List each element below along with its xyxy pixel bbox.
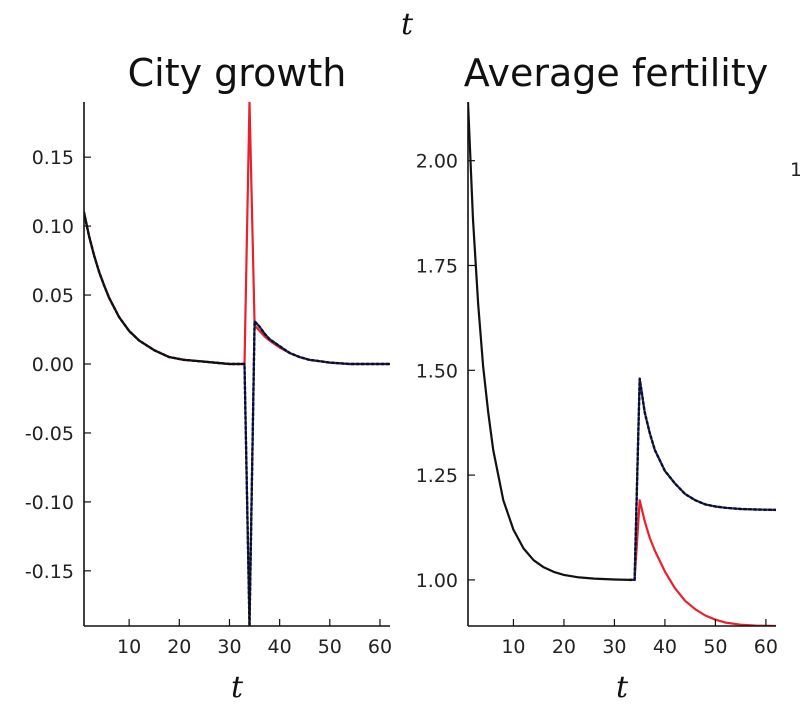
average-fertility-x-tick-label: 30 [602, 636, 626, 658]
city-growth-panel: City growth t 10 20 30 40 50 60 -0.15 -0.10 -0.0… [25, 51, 392, 705]
average-fertility-y-tick-label: 1.00 [416, 570, 458, 592]
average-fertility-x-tick-label: 20 [552, 636, 576, 658]
average-fertility-series-line-0 [628, 499, 776, 626]
city-growth-x-tick-label: 60 [368, 636, 392, 658]
city-growth-y-tick-label: -0.05 [25, 423, 74, 445]
average-fertility-xlabel: t [616, 670, 629, 705]
city-growth-series-line-3 [84, 211, 246, 366]
average-fertility-title: Average fertility [464, 51, 768, 95]
city-growth-series-line-1 [243, 320, 390, 626]
edge-tick-label-fragment: 1 [790, 159, 800, 181]
average-fertility-x-tick-label: 40 [653, 636, 677, 658]
average-fertility-series-line-1 [628, 377, 776, 582]
city-growth-y-tick-label: 0.15 [32, 147, 74, 169]
average-fertility-series-line-3 [468, 102, 631, 582]
average-fertility-x-tick-label: 60 [754, 636, 778, 658]
city-growth-title: City growth [128, 51, 347, 95]
city-growth-x-tick-label: 50 [318, 636, 342, 658]
average-fertility-x-tick-label: 50 [703, 636, 727, 658]
city-growth-series-line-2 [84, 211, 390, 626]
average-fertility-y-tick-label: 1.50 [416, 360, 458, 382]
average-fertility-y-tick-label: 2.00 [416, 151, 458, 173]
average-fertility-y-tick-label: 1.25 [416, 465, 458, 487]
city-growth-x-tick-label: 10 [117, 636, 141, 658]
city-growth-y-tick-label: 0.05 [32, 285, 74, 307]
average-fertility-y-tick-label: 1.75 [416, 255, 458, 277]
city-growth-xlabel: t [231, 670, 244, 705]
city-growth-y-tick-label: 0.10 [32, 216, 74, 238]
city-growth-series-line-0 [84, 102, 390, 366]
city-growth-y-tick-label: -0.15 [25, 561, 74, 583]
city-growth-y-tick-label: -0.10 [25, 492, 74, 514]
city-growth-x-tick-label: 30 [217, 636, 241, 658]
average-fertility-panel: Average fertility t 10 20 30 40 50 60 1.00 1.25… [416, 51, 778, 705]
city-growth-series-group [84, 102, 390, 626]
city-growth-y-tick-label: 0.00 [32, 354, 74, 376]
average-fertility-series-group [468, 102, 776, 626]
average-fertility-x-tick-label: 10 [501, 636, 525, 658]
city-growth-x-tick-label: 20 [167, 636, 191, 658]
top-axis-label-fragment: t [401, 7, 414, 42]
city-growth-x-tick-label: 40 [268, 636, 292, 658]
average-fertility-series-line-2 [628, 377, 776, 582]
